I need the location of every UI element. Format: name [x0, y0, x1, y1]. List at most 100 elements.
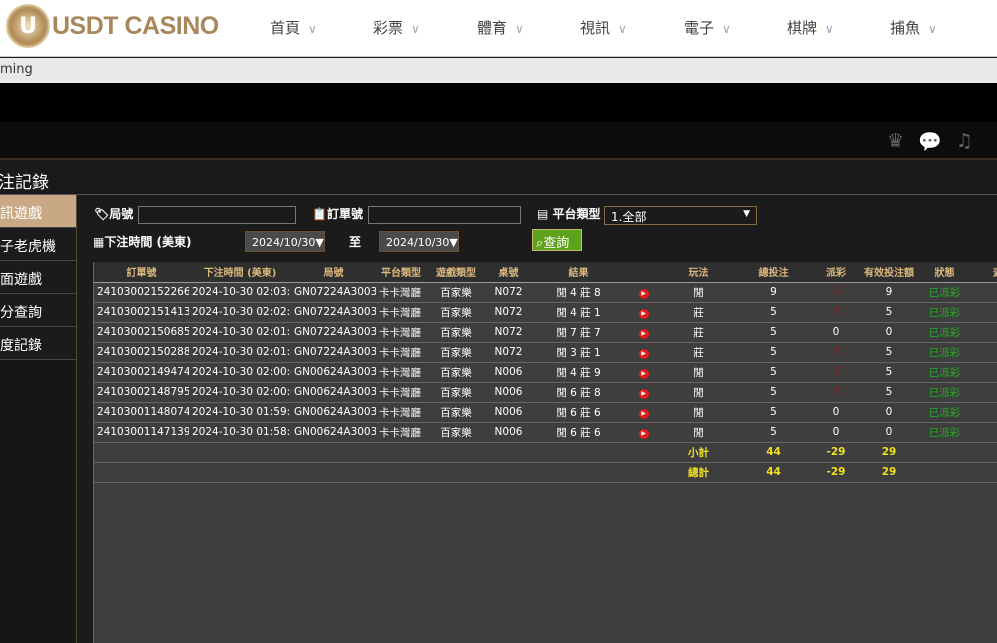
- round-label: 🏷局號: [94, 207, 134, 221]
- round-input[interactable]: [138, 206, 296, 224]
- play-video-icon[interactable]: ▶: [638, 308, 649, 319]
- table-cell: 241030021487955: [94, 382, 189, 403]
- table-cell: [972, 422, 997, 443]
- vip-crown-icon[interactable]: ♛: [887, 130, 905, 152]
- sidebar-item[interactable]: 分查詢: [0, 294, 76, 327]
- play-video-icon[interactable]: ▶: [638, 428, 649, 439]
- table-cell: 5: [736, 402, 811, 423]
- column-header: 遊戲類型: [426, 262, 486, 283]
- table-cell: 5: [736, 362, 811, 383]
- table-cell: 卡卡灣廳: [376, 402, 426, 423]
- table-cell: 卡卡灣廳: [376, 302, 426, 323]
- table-cell: 241030021502885: [94, 342, 189, 363]
- to-label: 至: [349, 235, 362, 249]
- table-cell: ▶: [626, 382, 661, 403]
- nav-label: 電子: [684, 19, 715, 37]
- table-cell: 5: [861, 302, 917, 323]
- sidebar-item[interactable]: 子老虎機: [0, 228, 76, 261]
- play-video-icon[interactable]: ▶: [638, 408, 649, 419]
- table-cell: N006: [486, 402, 531, 423]
- table-cell: [376, 442, 426, 463]
- nav-item[interactable]: 捕魚 ∨: [890, 17, 937, 38]
- table-cell: 241030021506859: [94, 322, 189, 343]
- table-cell: 已派彩: [917, 322, 972, 343]
- table-cell: [972, 362, 997, 383]
- table-cell: 卡卡灣廳: [376, 382, 426, 403]
- column-header: 派彩: [811, 262, 861, 283]
- table-cell: [972, 382, 997, 403]
- table-cell: [291, 442, 376, 463]
- table-cell: ▶: [626, 362, 661, 383]
- table-cell: 2024-10-30 01:59:29: [189, 402, 291, 423]
- sidebar-item[interactable]: 度記錄: [0, 327, 76, 360]
- total-row: 總計 44 -29 29: [94, 462, 997, 483]
- table-cell: -5: [811, 342, 861, 363]
- table-cell: 0: [811, 402, 861, 423]
- column-header: 有效投注額: [861, 262, 917, 283]
- play-video-icon[interactable]: ▶: [638, 348, 649, 359]
- play-video-icon[interactable]: ▶: [638, 328, 649, 339]
- table-cell: 閒: [661, 362, 736, 383]
- play-video-icon[interactable]: ▶: [638, 368, 649, 379]
- order-input[interactable]: [368, 206, 521, 224]
- column-header: 下注時間 (美東): [189, 262, 291, 283]
- table-cell: 已派彩: [917, 402, 972, 423]
- table-cell: [972, 282, 997, 303]
- table-cell: 2024-10-30 02:00:47: [189, 362, 291, 383]
- table-cell: 241030011471399: [94, 422, 189, 443]
- table-cell: 百家樂: [426, 322, 486, 343]
- play-video-icon[interactable]: ▶: [638, 288, 649, 299]
- music-icon[interactable]: ♫: [955, 130, 973, 152]
- nav-item[interactable]: 棋牌 ∨: [787, 17, 834, 38]
- table-cell: 241030021514135: [94, 302, 189, 323]
- table-cell: 總計: [661, 462, 736, 483]
- nav-label: 捕魚: [890, 19, 921, 37]
- table-cell: 百家樂: [426, 362, 486, 383]
- table-cell: [972, 302, 997, 323]
- platform-select[interactable]: 1.全部 ▼: [604, 206, 757, 225]
- date-to-picker[interactable]: 2024/10/30▼: [379, 231, 459, 252]
- table-cell: 29: [861, 442, 917, 463]
- table-cell: 莊: [661, 342, 736, 363]
- table-cell: GN00624A3003S: [291, 402, 376, 423]
- bet-records-table: 訂單號 下注時間 (美東) 局號 平台類型 遊戲類型 桌號 結果 玩法 總投注 派彩 有效投注額 狀態…: [93, 262, 997, 643]
- table-cell: 百家樂: [426, 422, 486, 443]
- logo[interactable]: U USDT CASINO: [6, 4, 219, 48]
- search-button[interactable]: ⌕查詢: [532, 229, 582, 251]
- chevron-down-icon: ∨: [411, 22, 420, 36]
- table-cell: 閒: [661, 282, 736, 303]
- table-cell: 9: [736, 282, 811, 303]
- nav-item[interactable]: 電子 ∨: [684, 17, 731, 38]
- strip-text: ming: [0, 62, 33, 77]
- table-cell: GN00624A3003T: [291, 382, 376, 403]
- column-header: 遊戲: [972, 262, 997, 283]
- chat-support-icon[interactable]: 💬: [918, 131, 942, 153]
- table-cell: 百家樂: [426, 382, 486, 403]
- nav-item[interactable]: 首頁 ∨: [270, 17, 317, 38]
- nav-item[interactable]: 視訊 ∨: [580, 17, 627, 38]
- table-cell: 百家樂: [426, 342, 486, 363]
- table-cell: 0: [811, 322, 861, 343]
- table-cell: 241030011480745: [94, 402, 189, 423]
- order-label: 📋訂單號: [312, 207, 363, 221]
- sidebar-item[interactable]: 面遊戲: [0, 261, 76, 294]
- table-cell: 卡卡灣廳: [376, 362, 426, 383]
- sidebar-item[interactable]: 訊遊戲: [0, 195, 76, 228]
- table-cell: [917, 462, 972, 483]
- page-title: 注記錄: [0, 173, 49, 193]
- table-cell: 閒: [661, 422, 736, 443]
- nav-item[interactable]: 彩票 ∨: [373, 17, 420, 38]
- play-video-icon[interactable]: ▶: [638, 388, 649, 399]
- column-header: 桌號: [486, 262, 531, 283]
- table-cell: ▶: [626, 282, 661, 303]
- nav-label: 體育: [477, 19, 508, 37]
- nav-item[interactable]: 體育 ∨: [477, 17, 524, 38]
- table-cell: GN07224A3003Q: [291, 282, 376, 303]
- date-from-picker[interactable]: 2024/10/30▼: [245, 231, 325, 252]
- column-header: 局號: [291, 262, 376, 283]
- table-cell: 5: [736, 342, 811, 363]
- table-cell: -5: [811, 302, 861, 323]
